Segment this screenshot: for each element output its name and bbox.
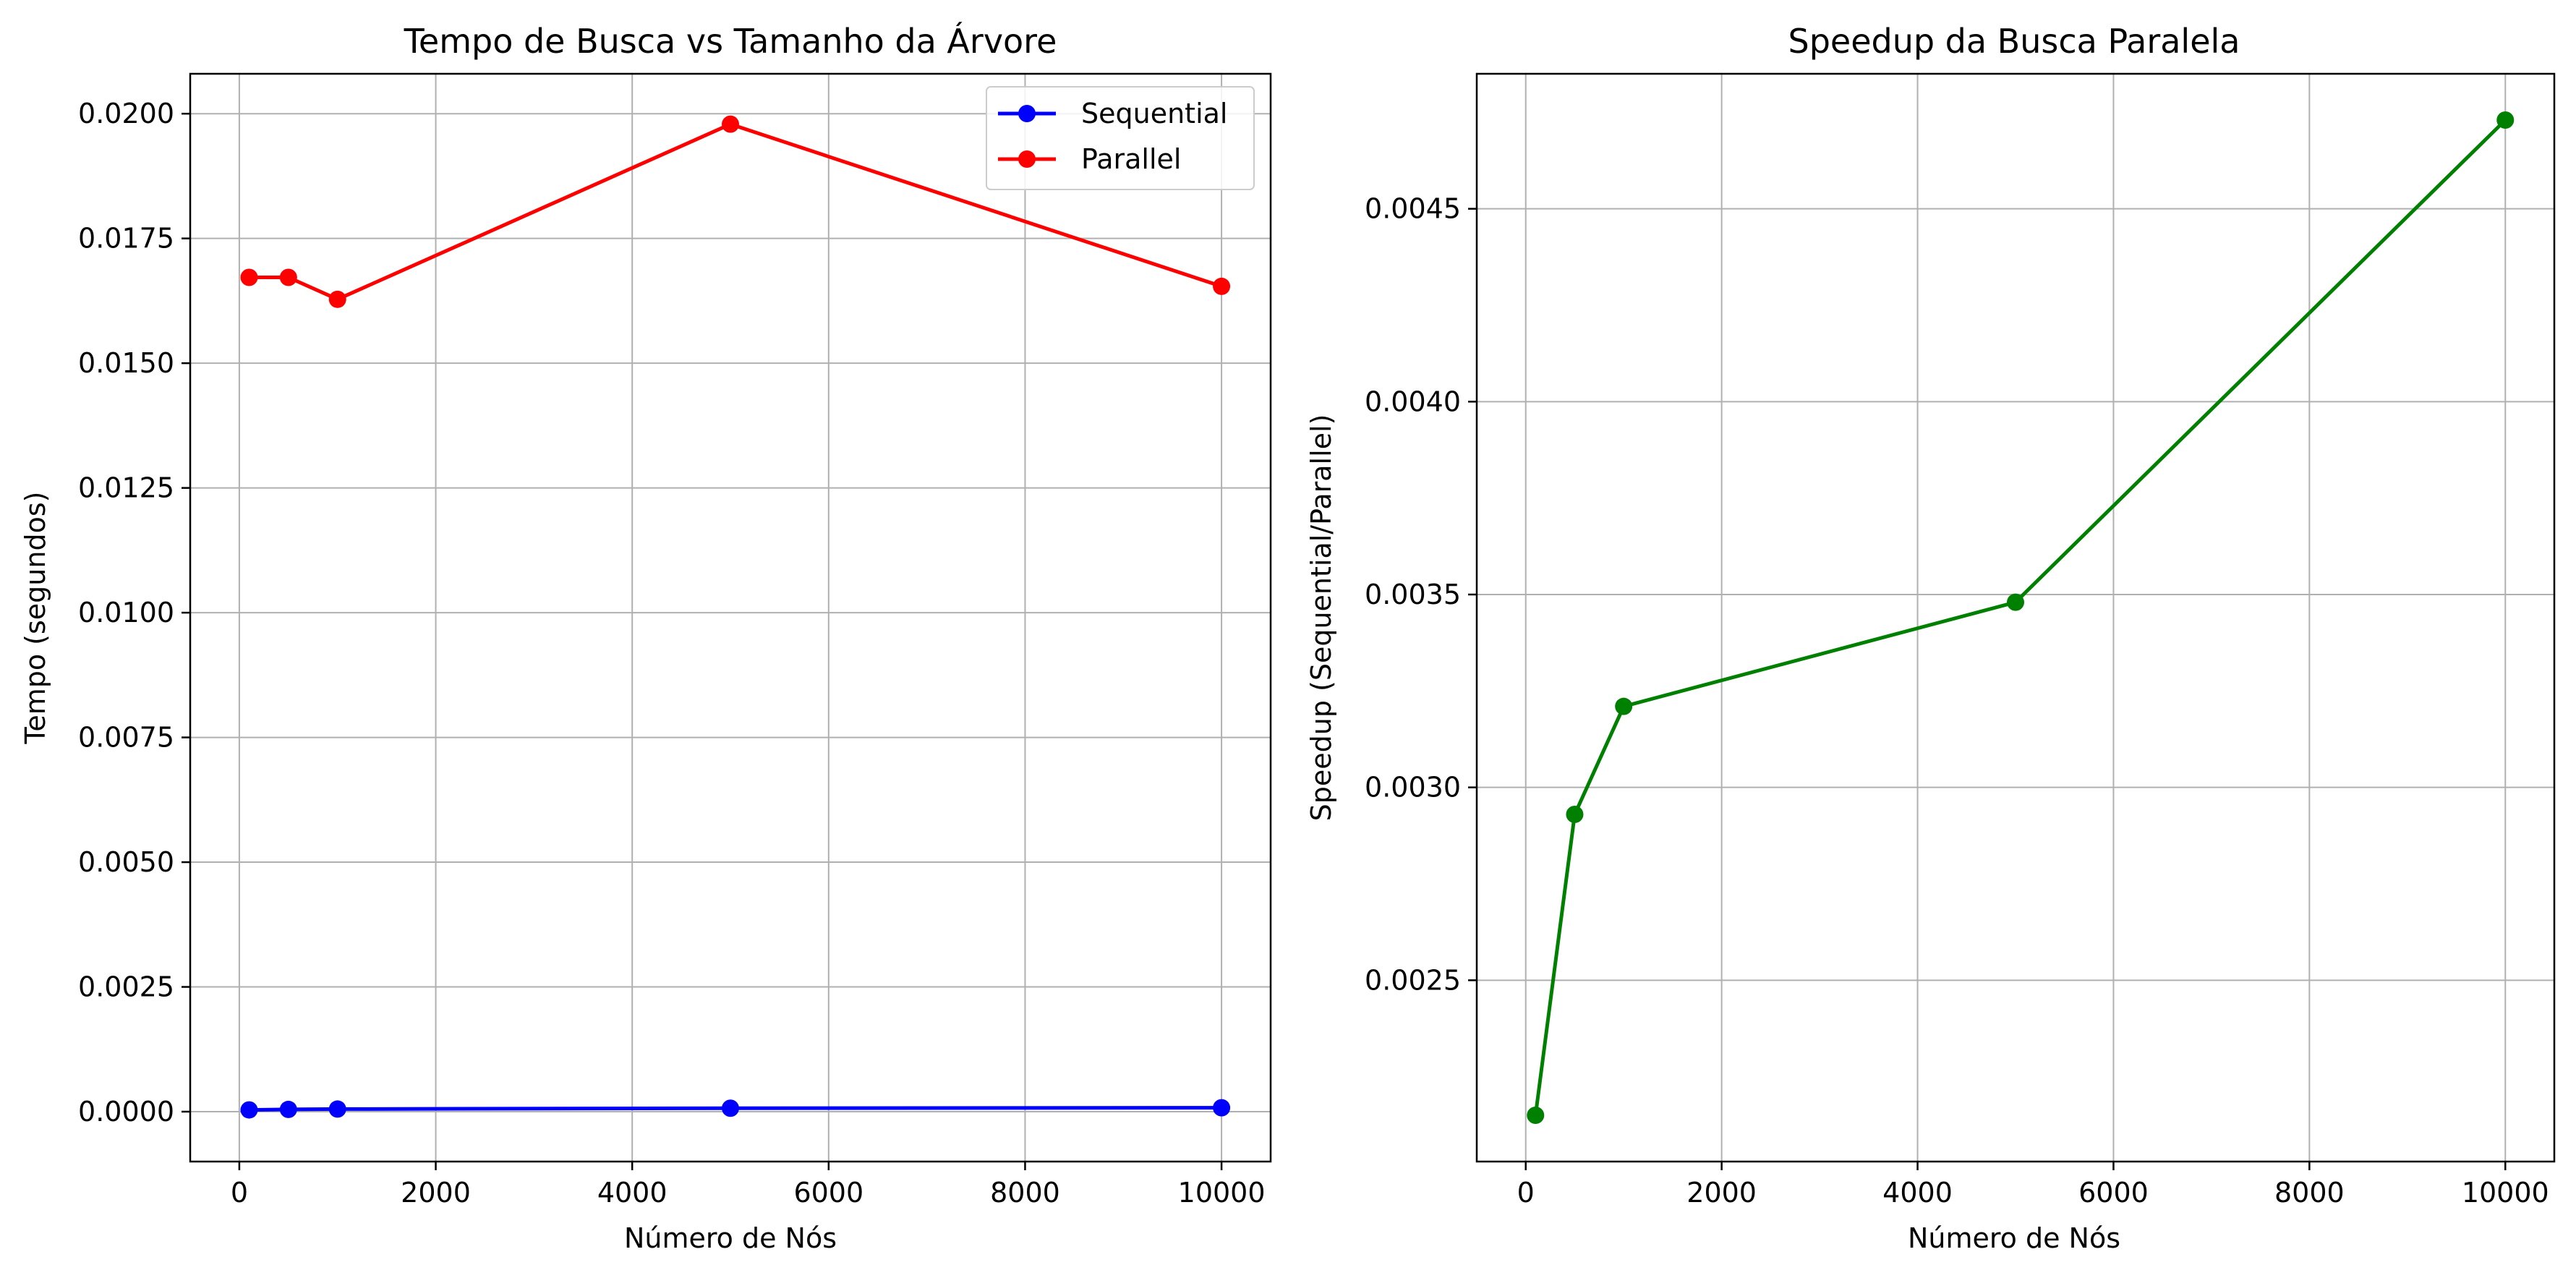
y-tick-label: 0.0025 [1365,964,1461,996]
data-point-sequential [279,1100,297,1118]
data-point-parallel [722,115,739,133]
x-tick-label: 2000 [401,1177,471,1209]
y-tick-label: 0.0200 [78,98,174,129]
data-point-speedup [1566,806,1584,823]
y-tick-label: 0.0035 [1365,579,1461,610]
y-tick-label: 0.0000 [78,1096,174,1128]
data-point-parallel [240,268,258,286]
grid-lines [1477,74,2554,1162]
legend-marker-parallel [1018,150,1036,168]
chart-title: Tempo de Busca vs Tamanho da Árvore [404,22,1057,61]
data-point-parallel [328,290,346,308]
x-axis-label: Número de Nós [1908,1222,2120,1254]
data-point-parallel [279,268,297,286]
data-point-speedup [2007,593,2024,611]
x-tick-label: 2000 [1686,1177,1757,1209]
x-axis-label: Número de Nós [624,1222,837,1254]
data-point-sequential [240,1101,258,1119]
x-tick-label: 4000 [597,1177,668,1209]
y-tick-label: 0.0150 [78,347,174,379]
x-tick-label: 4000 [1882,1177,1953,1209]
data-point-sequential [1213,1099,1231,1117]
chart-search-time: Tempo de Busca vs Tamanho da Árvore Núme… [20,22,1272,1254]
chart-speedup: Speedup da Busca Paralela Número de Nós … [1305,22,2556,1254]
y-tick-label: 0.0125 [78,472,174,504]
legend-label-sequential: Sequential [1081,98,1227,129]
y-axis-label: Speedup (Sequential/Parallel) [1305,414,1337,822]
grid-lines [190,74,1271,1162]
data-point-speedup [1527,1107,1545,1124]
y-tick-label: 0.0100 [78,597,174,629]
series-line-speedup [1533,119,2507,1116]
series-lines [240,115,1231,1119]
y-axis-label: Tempo (segundos) [20,492,51,745]
axis-ticks: 0 2000 4000 6000 8000 10000 0.0025 0.0030 0.0035… [1365,193,2549,1209]
axis-ticks: 0 2000 4000 6000 8000 10000 0.0000 0.0025 0.0050… [78,98,1266,1209]
data-point-sequential [722,1099,739,1117]
y-tick-label: 0.0030 [1365,772,1461,804]
y-tick-label: 0.0075 [78,722,174,754]
y-tick-label: 0.0025 [78,971,174,1003]
x-tick-label: 6000 [793,1177,863,1209]
y-tick-label: 0.0175 [78,223,174,255]
x-tick-label: 0 [1517,1177,1535,1209]
data-point-sequential [328,1100,346,1118]
y-tick-label: 0.0045 [1365,193,1461,225]
x-tick-label: 6000 [2078,1177,2149,1209]
plot-frame [189,72,1272,1163]
y-tick-label: 0.0040 [1365,385,1461,417]
legend-label-parallel: Parallel [1081,143,1181,175]
x-tick-label: 10000 [1178,1177,1266,1209]
series-lines [1527,111,2515,1124]
data-point-speedup [1615,697,1633,715]
x-tick-label: 8000 [990,1177,1060,1209]
data-point-parallel [1213,277,1231,295]
x-tick-label: 8000 [2274,1177,2345,1209]
legend: Sequential Parallel [986,86,1255,190]
plot-frame [1475,72,2556,1163]
data-point-speedup [2496,111,2515,129]
x-tick-label: 10000 [2462,1177,2549,1209]
y-tick-label: 0.0050 [78,846,174,878]
chart-title: Speedup da Busca Paralela [1788,22,2240,61]
x-tick-label: 0 [231,1177,248,1209]
legend-marker-sequential [1018,105,1036,122]
